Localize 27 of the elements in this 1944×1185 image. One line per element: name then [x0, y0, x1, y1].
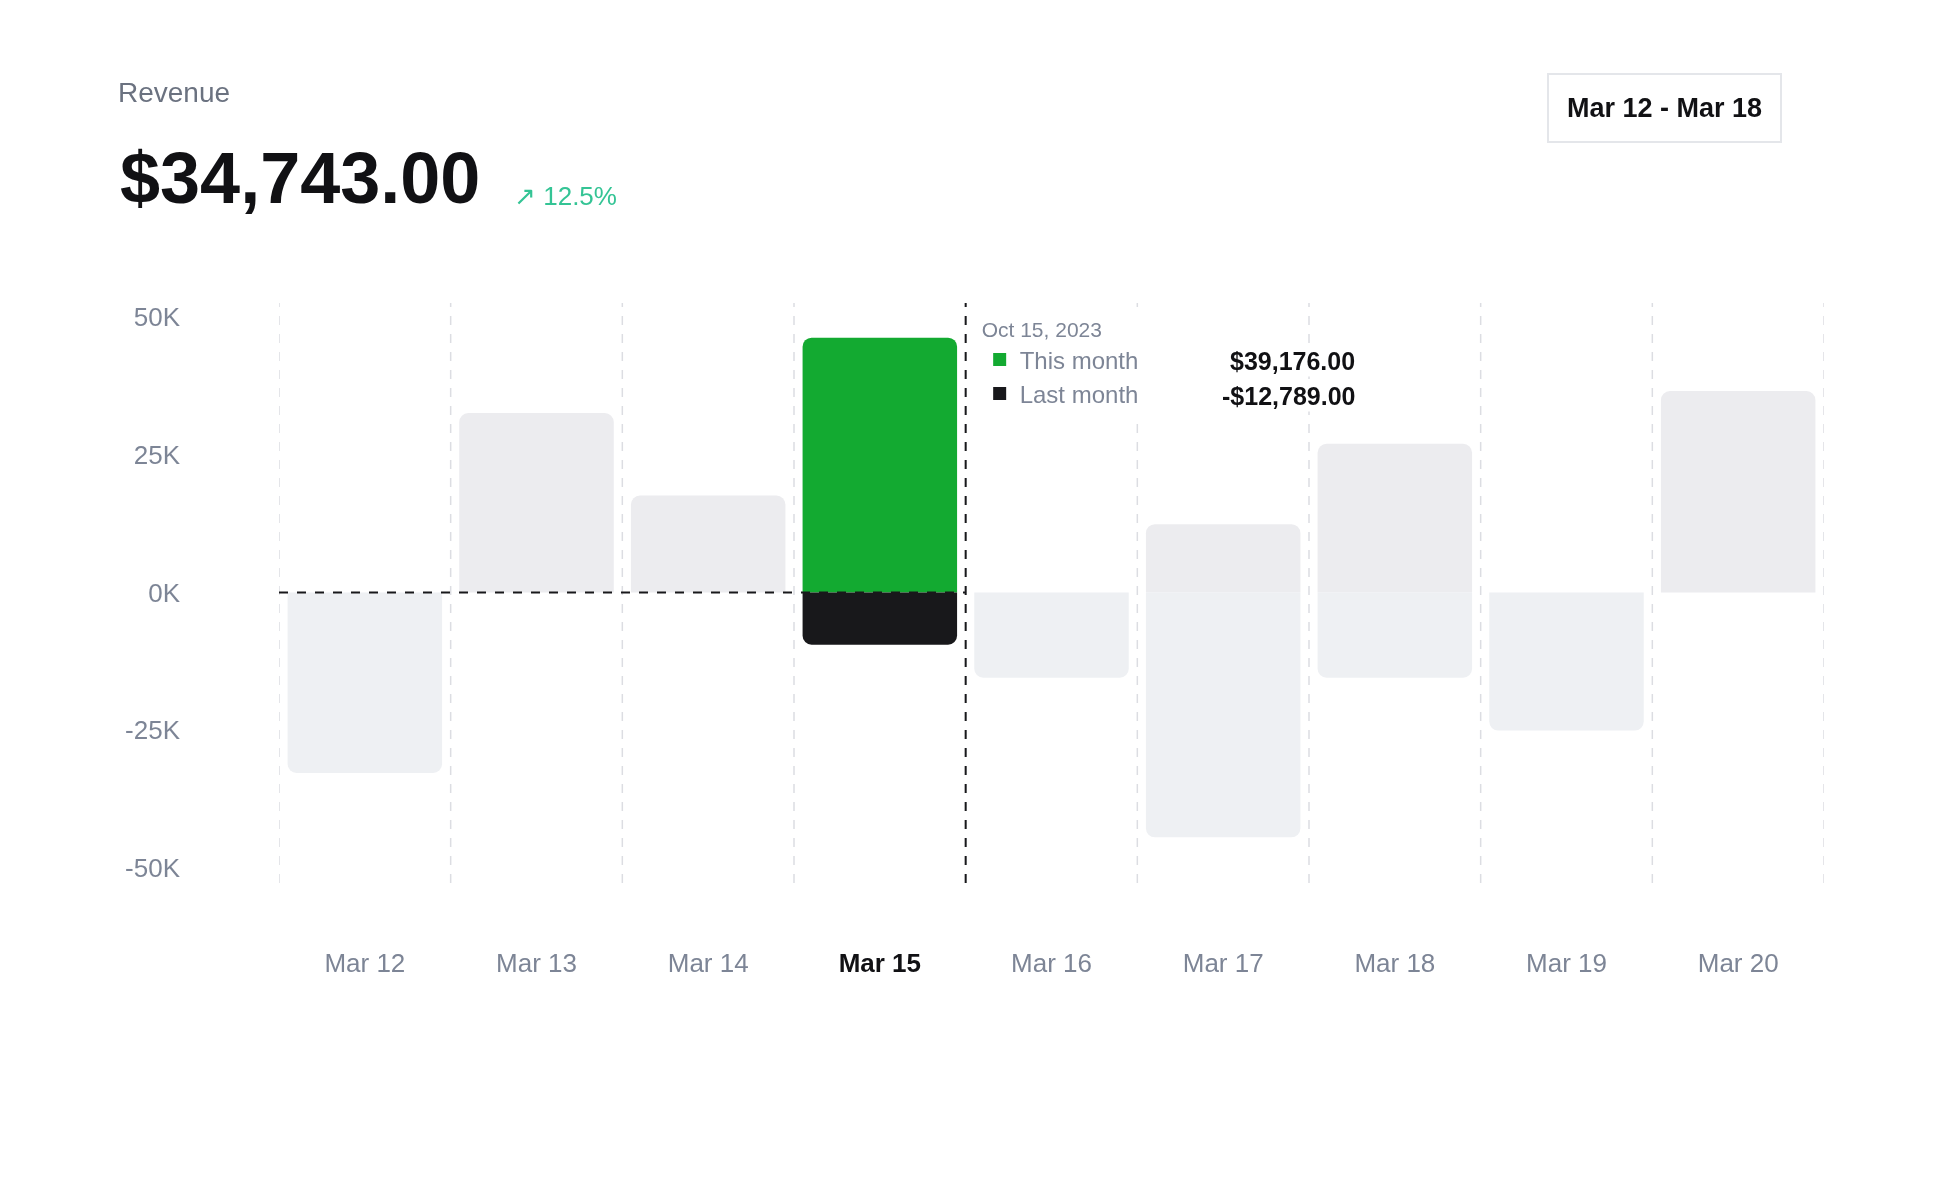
x-tick-label: Mar 13	[496, 948, 577, 978]
x-tick-label: Mar 18	[1354, 948, 1436, 978]
annotation: -$12,789.00	[1222, 382, 1356, 410]
legend-label: Last month	[1019, 380, 1139, 408]
y-tick-label: 25K	[133, 439, 181, 470]
x-tick-label: Mar 14	[667, 948, 749, 978]
x-tick-label: Mar 17	[1182, 948, 1264, 978]
x-tick-label: Mar 15	[838, 948, 922, 978]
x-tick-label: Mar 19	[1526, 948, 1607, 978]
y-tick-label: -25K	[125, 715, 181, 746]
bar	[802, 337, 958, 593]
x-tick-label: Mar 20	[1697, 948, 1779, 978]
legend-label: This month	[1019, 346, 1139, 374]
annotation: $39,176.00	[1230, 347, 1356, 375]
chart-subtitle: $34,743.00	[120, 138, 481, 218]
bar	[630, 495, 786, 593]
bar	[287, 592, 443, 773]
x-tick-label: Mar 12	[324, 948, 406, 978]
y-tick-label: 50K	[133, 302, 181, 333]
y-tick-label: -50K	[125, 852, 181, 883]
bar	[459, 413, 614, 593]
legend-title: Oct 15, 2023	[981, 318, 1102, 342]
text: ↗ 12.5%	[514, 181, 617, 211]
y-tick-label: 0K	[148, 577, 181, 608]
text: Mar 12 - Mar 18	[1567, 93, 1763, 123]
x-tick-label: Mar 16	[1011, 948, 1092, 978]
chart-title: Revenue	[118, 76, 231, 108]
